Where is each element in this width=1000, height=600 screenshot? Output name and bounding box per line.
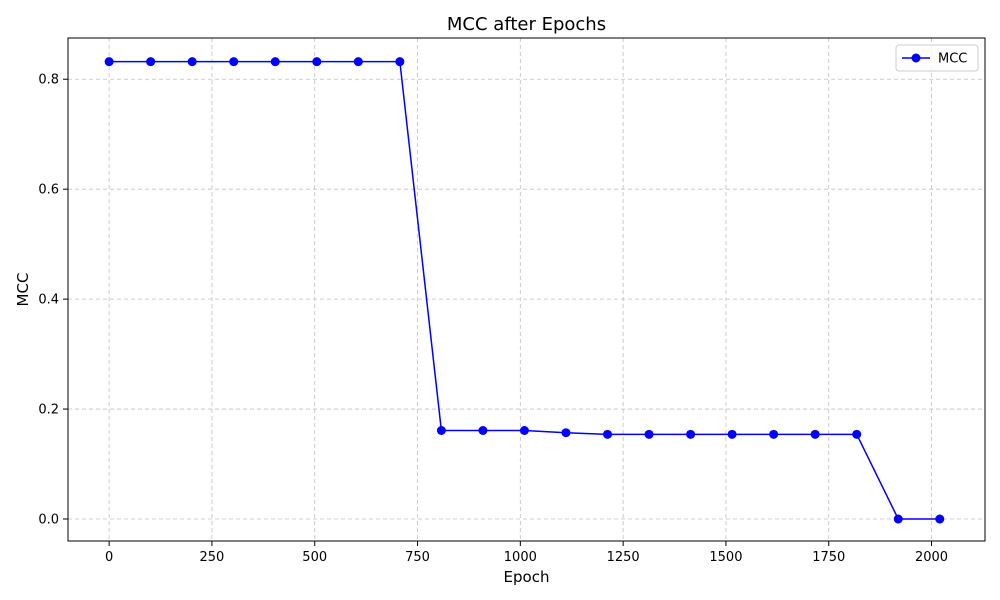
x-tick-label: 1000 (504, 550, 537, 565)
x-tick-label: 500 (302, 550, 327, 565)
data-point (187, 57, 197, 67)
x-tick-label: 1500 (709, 550, 742, 565)
data-point (229, 57, 239, 67)
data-point (603, 429, 613, 439)
plot-frame (67, 37, 986, 542)
y-tick-label: 0.6 (38, 183, 59, 198)
legend-label: MCC (938, 52, 967, 67)
y-tick-label: 0.2 (38, 403, 59, 418)
x-axis-title: Epoch (504, 568, 550, 586)
data-point (852, 429, 862, 439)
data-point (561, 428, 571, 438)
data-point (395, 57, 405, 67)
x-tick-label: 250 (200, 550, 225, 565)
chart-title: MCC after Epochs (447, 14, 606, 35)
x-tick-label: 2000 (915, 550, 948, 565)
y-tick-label: 0.8 (38, 73, 59, 88)
legend-marker-swatch (911, 53, 921, 63)
data-point (935, 514, 945, 524)
data-point (436, 426, 446, 436)
data-point (478, 426, 488, 436)
data-point (686, 429, 696, 439)
data-point (810, 429, 820, 439)
data-point (893, 514, 903, 524)
data-point (519, 426, 529, 436)
data-point (769, 429, 779, 439)
series-layer (104, 57, 945, 524)
tick-layer: 0 250 500 750 1000 1250 1500 1750 2000 0.0 0.2 0.4 0… (38, 73, 948, 565)
x-tick-label: 750 (405, 550, 430, 565)
y-tick-label: 0.0 (38, 513, 59, 528)
legend: MCC (895, 44, 979, 72)
x-tick-label: 0 (105, 550, 113, 565)
data-point (312, 57, 322, 67)
grid-layer (68, 38, 985, 541)
legend-box (895, 44, 979, 72)
data-point (146, 57, 156, 67)
data-point (353, 57, 363, 67)
y-axis-title: MCC (14, 273, 32, 307)
data-point (727, 429, 737, 439)
data-point (644, 429, 654, 439)
x-tick-label: 1750 (812, 550, 845, 565)
y-tick-label: 0.4 (38, 293, 59, 308)
data-point (270, 57, 280, 67)
x-tick-label: 1250 (607, 550, 640, 565)
data-point (104, 57, 114, 67)
